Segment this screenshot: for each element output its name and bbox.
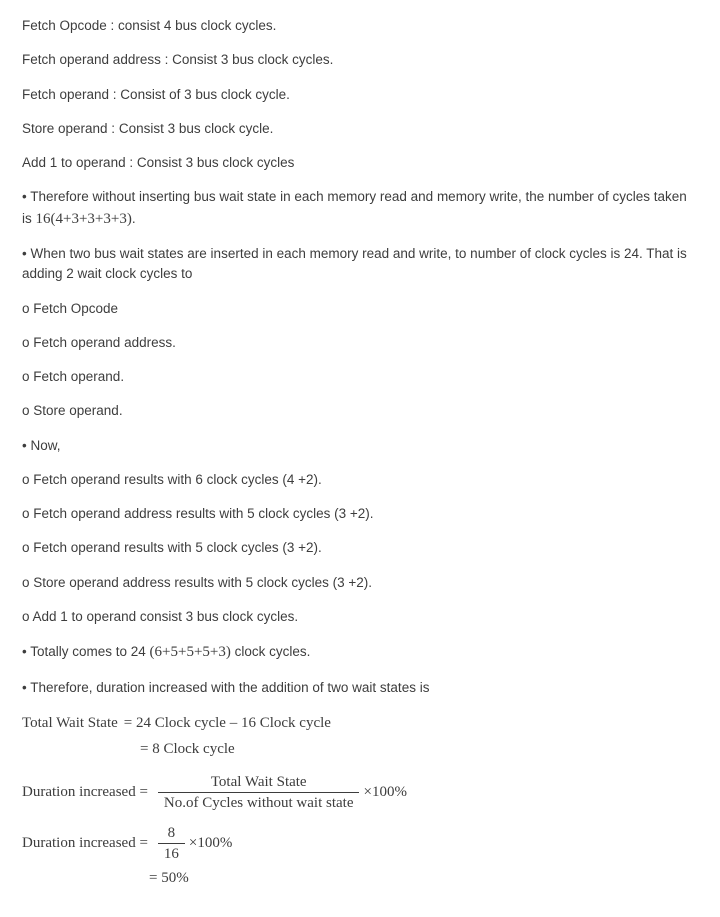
- text-line: o Fetch operand address results with 5 c…: [22, 504, 698, 524]
- calc-label: Total Wait State: [22, 712, 124, 735]
- text-line: o Add 1 to operand consist 3 bus clock c…: [22, 607, 698, 627]
- math-expression: 16(4+3+3+3+3): [36, 211, 132, 227]
- fraction-numerator: Total Wait State: [158, 773, 360, 793]
- calc-tail: ×100%: [363, 781, 406, 804]
- text-span: • Totally comes to 24: [22, 644, 150, 659]
- text-line: Store operand : Consist 3 bus clock cycl…: [22, 119, 698, 139]
- text-span: .: [132, 211, 136, 226]
- fraction-denominator: 16: [158, 844, 185, 863]
- calculation-block: Duration increased = Total Wait State No…: [22, 773, 698, 812]
- text-line: • Therefore without inserting bus wait s…: [22, 187, 698, 230]
- text-line: o Store operand address results with 5 c…: [22, 573, 698, 593]
- text-line: o Fetch operand results with 5 clock cyc…: [22, 538, 698, 558]
- text-line: • When two bus wait states are inserted …: [22, 244, 698, 285]
- text-line: • Totally comes to 24 (6+5+5+5+3) clock …: [22, 641, 698, 664]
- text-line: Fetch operand : Consist of 3 bus clock c…: [22, 85, 698, 105]
- text-line: Add 1 to operand : Consist 3 bus clock c…: [22, 153, 698, 173]
- text-span: clock cycles.: [231, 644, 311, 659]
- calc-result: = 50%: [149, 867, 195, 890]
- text-line: Fetch operand address : Consist 3 bus cl…: [22, 50, 698, 70]
- fraction-denominator: No.of Cycles without wait state: [158, 793, 360, 812]
- fraction: Total Wait State No.of Cycles without wa…: [158, 773, 360, 812]
- text-line: o Store operand.: [22, 401, 698, 421]
- text-line: o Fetch operand.: [22, 367, 698, 387]
- calculation-block: Total Wait State = 24 Clock cycle – 16 C…: [22, 712, 698, 761]
- calc-label: Duration increased =: [22, 832, 154, 855]
- text-line: o Fetch operand results with 6 clock cyc…: [22, 470, 698, 490]
- text-line: Fetch Opcode : consist 4 bus clock cycle…: [22, 16, 698, 36]
- text-line: • Therefore, duration increased with the…: [22, 678, 698, 698]
- calc-result: = 8 Clock cycle: [140, 738, 241, 761]
- math-expression: (6+5+5+5+3): [150, 644, 231, 660]
- text-line: o Fetch operand address.: [22, 333, 698, 353]
- text-line: o Fetch Opcode: [22, 299, 698, 319]
- fraction: 8 16: [158, 824, 185, 863]
- calc-label: Duration increased =: [22, 781, 154, 804]
- calc-expression: = 24 Clock cycle – 16 Clock cycle: [124, 712, 337, 735]
- text-line: • Now,: [22, 436, 698, 456]
- calculation-block: Duration increased = 8 16 ×100% = 50%: [22, 824, 698, 890]
- fraction-numerator: 8: [158, 824, 185, 844]
- calc-tail: ×100%: [189, 832, 232, 855]
